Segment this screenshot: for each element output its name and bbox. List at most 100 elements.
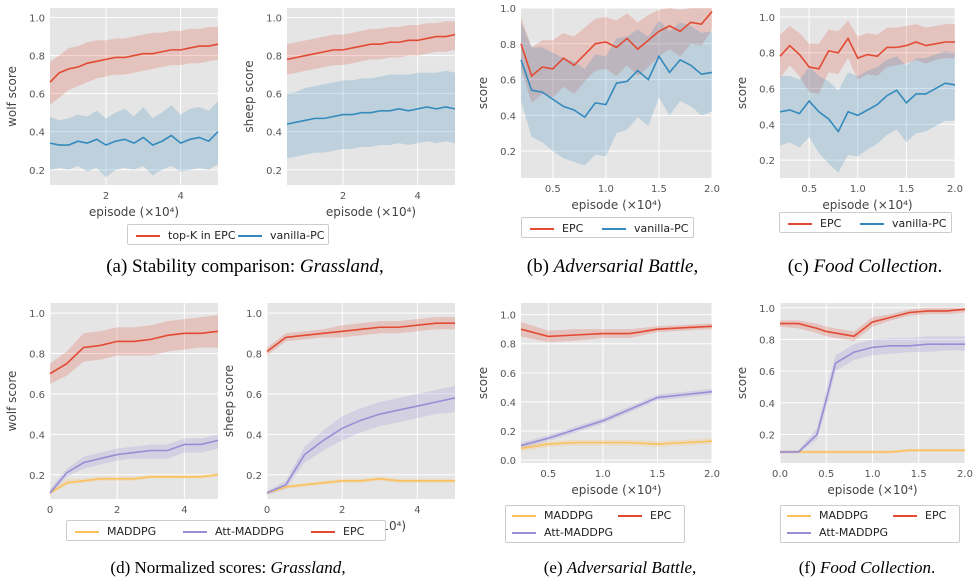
ytick-label-d1-2: 0.6 [29, 390, 45, 401]
series-line-e-0 [520, 440, 713, 450]
ytick-label-c-3: 0.8 [759, 49, 775, 60]
xtick-label-d1-0: 0 [47, 505, 53, 516]
caption-f-line-emph: Food Collection [820, 558, 931, 577]
ytick-label-a2-2: 0.6 [266, 90, 282, 101]
caption-f-line-prefix: (f) [798, 558, 820, 577]
xtick-label-a2-1: 4 [414, 191, 420, 202]
series-line-d2-2 [266, 322, 455, 353]
legend-c-swatch-0 [788, 222, 812, 225]
legend-d-item-0: MADDPG [75, 525, 156, 538]
xtick-label-c-3: 2.0 [947, 184, 963, 195]
band-c-1 [780, 50, 955, 173]
legend-c: EPC vanilla-PC [779, 212, 952, 233]
legend-d-item-2: EPC [311, 525, 364, 538]
caption-b-emph: Adversarial Battle [553, 256, 694, 277]
band-f-1 [780, 336, 965, 454]
ytick-label-f-0: 0.2 [759, 430, 775, 441]
legend-f-swatch-1 [893, 514, 917, 517]
chart-d1: 0.20.40.60.81.0024episode (×10⁴)wolf sco… [5, 303, 219, 533]
caption-e-line-suffix: , [692, 558, 697, 577]
legend-a: top-K in EPC vanilla-PC [127, 224, 329, 245]
legend-b-label-1: vanilla-PC [634, 222, 689, 235]
ytick-label-f-4: 1.0 [759, 304, 775, 315]
xtick-label-d2-1: 2 [339, 505, 345, 516]
legend-f: MADDPG EPC Att-MADDPG [780, 505, 960, 543]
xtick-label-c-1: 1.0 [850, 184, 866, 195]
caption-c: (c) Food Collection. [760, 256, 970, 278]
xtick-label-b-3: 2.0 [704, 184, 720, 195]
legend-d-label-0: MADDPG [107, 525, 157, 538]
caption-a-prefix: (a) Stability comparison: [106, 256, 300, 277]
xlabel-c: episode (×10⁴) [822, 198, 912, 212]
legend-f-label-1: EPC [925, 509, 947, 522]
ytick-label-e-3: 0.6 [500, 369, 516, 380]
ytick-label-d2-3: 0.8 [246, 350, 262, 361]
caption-a-suffix: , [379, 256, 384, 277]
chart-d2: 0.20.40.60.81.0024episode (×10⁴)sheep sc… [222, 303, 456, 533]
series-line-a2-0 [286, 33, 456, 61]
legend-d-swatch-1 [183, 530, 207, 533]
xtick-label-e-2: 1.5 [649, 469, 665, 480]
series-line-d1-0 [49, 473, 219, 494]
legend-d-item-1: Att-MADDPG [183, 525, 284, 538]
xlabel-f: episode (×10⁴) [827, 483, 917, 497]
series-line-b-0 [520, 11, 713, 78]
xlabel-a2: episode (×10⁴) [326, 205, 416, 219]
ylabel-d1: wolf score [5, 371, 19, 432]
ylabel-e: score [476, 367, 490, 399]
ytick-label-b-0: 0.2 [500, 147, 516, 158]
xtick-label-b-1: 1.0 [598, 184, 614, 195]
series-line-a2-1 [286, 106, 456, 125]
xtick-label-e-1: 1.0 [595, 469, 611, 480]
series-line-f-2 [780, 308, 966, 338]
ytick-label-f-1: 0.4 [759, 399, 775, 410]
legend-f-label-0: MADDPG [819, 509, 869, 522]
ytick-label-f-3: 0.8 [759, 335, 775, 346]
series-line-e-1 [520, 390, 713, 447]
legend-b-label-0: EPC [562, 222, 584, 235]
legend-a-label-1: vanilla-PC [270, 229, 325, 242]
plot-area-a2 [287, 8, 455, 185]
legend-c-item-1: vanilla-PC [860, 217, 946, 230]
band-a1-0 [50, 27, 218, 106]
legend-e-label-0: MADDPG [544, 509, 594, 522]
caption-f-line: (f) Food Collection. [762, 558, 972, 578]
ytick-label-a2-3: 0.8 [266, 52, 282, 63]
caption-a-emph: Grassland [299, 256, 380, 277]
ytick-label-a2-1: 0.4 [266, 128, 282, 139]
ytick-label-b-1: 0.4 [500, 111, 516, 122]
xtick-label-d1-1: 2 [114, 505, 120, 516]
legend-e-swatch-0 [512, 514, 536, 517]
ylabel-f: score [735, 367, 749, 399]
caption-e-line-prefix: (e) [543, 558, 567, 577]
ytick-label-e-0: 0.0 [500, 456, 516, 467]
legend-e-swatch-1 [618, 514, 642, 517]
chart-b: 0.2 0.4 0.6 0.8 1.0 0.5 1.0 1.5 2.0 episode (×10⁴… [476, 4, 720, 212]
ylabel-a2: sheep score [242, 60, 256, 132]
xtick-label-d1-2: 4 [181, 505, 187, 516]
caption-f-line-suffix: . [930, 558, 936, 577]
caption-a: (a) Stability comparison: Grassland, [60, 256, 430, 278]
series-line-d1-2 [49, 330, 219, 375]
xtick-label-d2-2: 4 [414, 505, 420, 516]
legend-d-label-1: Att-MADDPG [215, 525, 285, 538]
caption-c-prefix: (c) [787, 256, 814, 277]
legend-f-item-2: Att-MADDPG [787, 526, 888, 539]
legend-b-item-0: EPC [530, 222, 583, 235]
legend-e-label-1: EPC [650, 509, 672, 522]
legend-e-swatch-2 [512, 531, 536, 534]
ylabel-c: score [735, 77, 749, 109]
ytick-label-a1-4: 1.0 [29, 14, 45, 25]
legend-f-label-2: Att-MADDPG [819, 526, 889, 539]
xtick-label-f-4: 2.0 [957, 469, 973, 480]
xlabel-a1: episode (×10⁴) [89, 205, 179, 219]
ylabel-b: score [476, 77, 490, 109]
band-a2-1 [287, 70, 455, 159]
ytick-label-d2-4: 1.0 [246, 309, 262, 320]
legend-f-swatch-2 [787, 531, 811, 534]
band-d1-1 [50, 434, 218, 495]
series-line-d1-1 [49, 439, 219, 494]
ytick-label-c-0: 0.2 [759, 156, 775, 167]
legend-c-label-0: EPC [820, 217, 842, 230]
